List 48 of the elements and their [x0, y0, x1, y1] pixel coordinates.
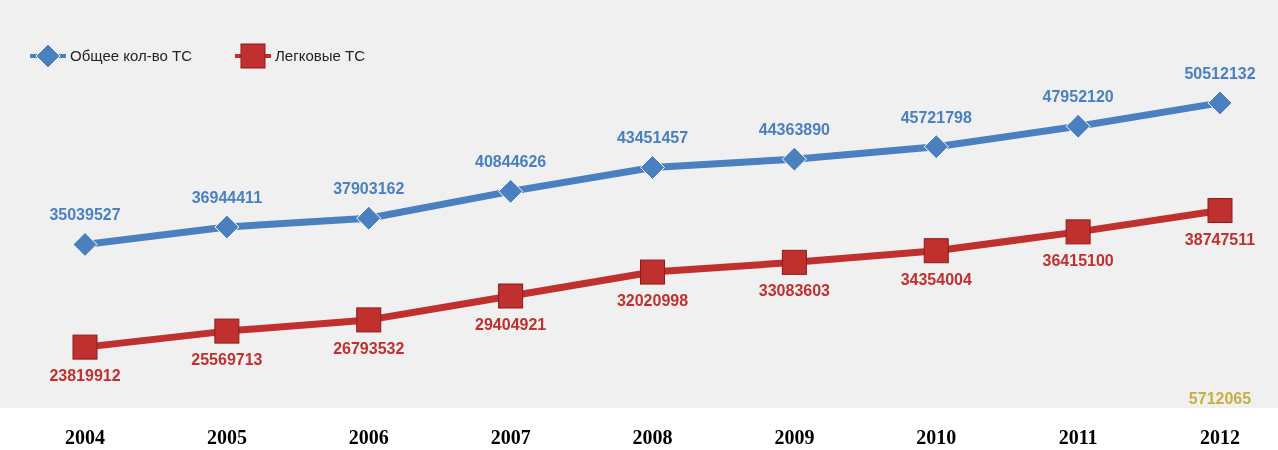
point	[640, 259, 665, 285]
point	[214, 318, 240, 344]
data-label: 25569713	[191, 351, 263, 369]
point	[498, 178, 524, 204]
data-label: 36415100	[1042, 251, 1114, 269]
point	[1065, 219, 1091, 245]
data-label: 35039527	[49, 206, 121, 224]
point	[1207, 90, 1233, 116]
data-label: 23819912	[49, 367, 121, 385]
data-label: 32020998	[616, 292, 689, 310]
point	[498, 283, 524, 309]
point	[72, 334, 98, 360]
point	[781, 249, 807, 275]
data-label: 45721798	[900, 108, 972, 126]
point	[214, 214, 240, 240]
data-label: 40844626	[475, 153, 547, 171]
data-label: 44363890	[758, 121, 831, 139]
x-tick-label: 2008	[632, 426, 673, 448]
x-tick-label: 2005	[206, 426, 247, 448]
x-tick-label: 2010	[916, 426, 957, 448]
point	[640, 154, 665, 180]
data-label: 33083603	[758, 282, 831, 300]
x-tick-label: 2012	[1200, 426, 1240, 448]
data-label: 47952120	[1042, 88, 1114, 106]
data-label: 29404921	[475, 316, 547, 334]
data-label: 50512132	[1184, 64, 1256, 82]
data-label: 38747511	[1184, 230, 1256, 248]
point	[1207, 198, 1233, 224]
x-tick-label: 2011	[1058, 426, 1098, 448]
point	[923, 134, 949, 160]
data-label: 37903162	[333, 180, 405, 198]
point	[781, 146, 807, 172]
data-label: 34354004	[900, 270, 972, 288]
legend-label: Общее кол-во ТС	[70, 47, 193, 64]
x-tick-label: 2004	[65, 426, 105, 448]
point	[356, 307, 382, 333]
point	[923, 238, 949, 264]
x-tick-label: 2006	[348, 426, 389, 448]
x-tick-label: 2007	[490, 426, 531, 448]
data-label: 26793532	[333, 339, 405, 357]
x-tick-label: 2009	[774, 426, 815, 448]
point	[72, 231, 98, 257]
point	[356, 205, 382, 231]
point	[1065, 113, 1091, 139]
data-label: 43451457	[616, 129, 689, 147]
legend-label: Легковые ТС	[275, 47, 366, 64]
data-label: 36944411	[191, 189, 263, 207]
text: 5712065	[1188, 390, 1252, 407]
